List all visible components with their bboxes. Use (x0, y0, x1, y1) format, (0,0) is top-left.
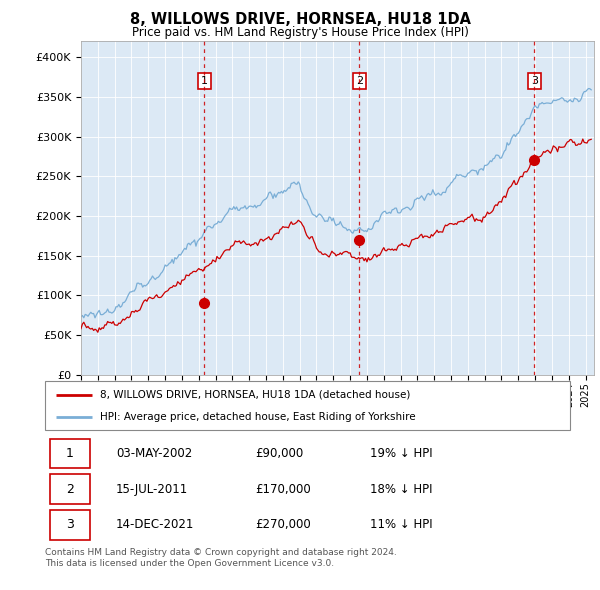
FancyBboxPatch shape (50, 439, 89, 468)
Text: 3: 3 (66, 519, 74, 532)
FancyBboxPatch shape (50, 510, 89, 539)
Text: 3: 3 (531, 76, 538, 86)
Text: Contains HM Land Registry data © Crown copyright and database right 2024.
This d: Contains HM Land Registry data © Crown c… (45, 548, 397, 568)
Text: 2: 2 (66, 483, 74, 496)
Text: 2: 2 (356, 76, 363, 86)
Text: 15-JUL-2011: 15-JUL-2011 (116, 483, 188, 496)
Text: Price paid vs. HM Land Registry's House Price Index (HPI): Price paid vs. HM Land Registry's House … (131, 26, 469, 39)
Text: 1: 1 (66, 447, 74, 460)
Text: HPI: Average price, detached house, East Riding of Yorkshire: HPI: Average price, detached house, East… (100, 412, 416, 422)
Text: 03-MAY-2002: 03-MAY-2002 (116, 447, 192, 460)
FancyBboxPatch shape (50, 474, 89, 504)
Text: £270,000: £270,000 (255, 519, 311, 532)
FancyBboxPatch shape (45, 381, 570, 430)
Text: 8, WILLOWS DRIVE, HORNSEA, HU18 1DA (detached house): 8, WILLOWS DRIVE, HORNSEA, HU18 1DA (det… (100, 389, 410, 399)
Text: 8, WILLOWS DRIVE, HORNSEA, HU18 1DA: 8, WILLOWS DRIVE, HORNSEA, HU18 1DA (130, 12, 470, 27)
Text: 11% ↓ HPI: 11% ↓ HPI (371, 519, 433, 532)
Text: 18% ↓ HPI: 18% ↓ HPI (371, 483, 433, 496)
Text: 14-DEC-2021: 14-DEC-2021 (116, 519, 194, 532)
Text: 19% ↓ HPI: 19% ↓ HPI (371, 447, 433, 460)
Text: £170,000: £170,000 (255, 483, 311, 496)
Text: £90,000: £90,000 (255, 447, 303, 460)
Text: 1: 1 (201, 76, 208, 86)
